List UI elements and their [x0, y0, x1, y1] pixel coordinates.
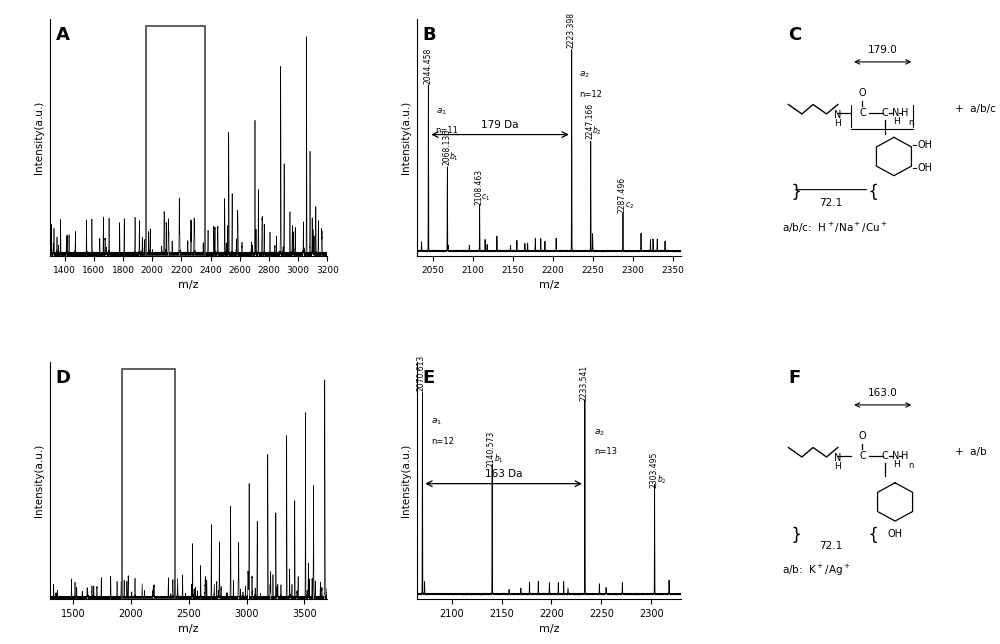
Text: O: O — [859, 431, 866, 441]
X-axis label: m/z: m/z — [539, 280, 559, 290]
Text: 2223.398: 2223.398 — [566, 12, 575, 48]
Bar — [146, 26, 205, 256]
Text: $b_1$: $b_1$ — [494, 453, 504, 466]
Text: n: n — [908, 460, 913, 469]
Text: $c_2$: $c_2$ — [625, 201, 634, 211]
Text: C: C — [788, 26, 802, 44]
Text: 72.1: 72.1 — [819, 541, 843, 551]
Text: 2287.496: 2287.496 — [618, 177, 627, 213]
Text: $b_2$: $b_2$ — [592, 124, 602, 137]
Text: 2247.166: 2247.166 — [585, 102, 594, 138]
Text: C: C — [882, 108, 888, 118]
Text: }: } — [864, 524, 875, 542]
Text: {: { — [788, 181, 798, 198]
Text: N: N — [892, 108, 900, 118]
Text: a/b:  K$^+$/Ag$^+$: a/b: K$^+$/Ag$^+$ — [782, 563, 850, 578]
Text: B: B — [422, 26, 436, 44]
Text: C: C — [859, 451, 866, 461]
Text: 72.1: 72.1 — [819, 198, 843, 208]
Text: D: D — [56, 370, 71, 388]
Text: H: H — [834, 462, 841, 471]
Text: n: n — [908, 118, 913, 127]
Text: n=13: n=13 — [594, 448, 617, 456]
Text: H: H — [893, 460, 900, 469]
Text: H: H — [893, 117, 900, 126]
Text: 2070.613: 2070.613 — [417, 354, 426, 391]
Y-axis label: Intensity(a.u.): Intensity(a.u.) — [401, 101, 411, 175]
Text: }: } — [864, 181, 875, 198]
Text: 179 Da: 179 Da — [481, 120, 519, 129]
Text: 2068.136: 2068.136 — [442, 129, 451, 165]
Text: 179.0: 179.0 — [868, 45, 898, 55]
Text: $c_1$: $c_1$ — [481, 193, 490, 204]
Text: $b_1$: $b_1$ — [449, 151, 459, 163]
Text: C: C — [859, 108, 866, 118]
Text: N: N — [892, 451, 900, 461]
Text: {: { — [788, 524, 798, 542]
Text: N: N — [834, 110, 841, 120]
Text: 2140.573: 2140.573 — [487, 431, 496, 468]
Text: OH: OH — [888, 529, 903, 539]
Text: a/b/c:  H$^+$/Na$^+$/Cu$^+$: a/b/c: H$^+$/Na$^+$/Cu$^+$ — [782, 220, 888, 234]
Text: n=12: n=12 — [579, 90, 602, 99]
Text: 163 Da: 163 Da — [485, 469, 522, 478]
Text: $a_2$: $a_2$ — [594, 427, 605, 437]
Text: H: H — [901, 451, 909, 461]
Text: C: C — [882, 451, 888, 461]
Text: 2044.458: 2044.458 — [423, 48, 432, 84]
Text: H: H — [901, 108, 909, 118]
Y-axis label: Intensity(a.u.): Intensity(a.u.) — [34, 444, 44, 517]
Y-axis label: Intensity(a.u.): Intensity(a.u.) — [34, 101, 44, 175]
Text: O: O — [859, 88, 866, 98]
X-axis label: m/z: m/z — [178, 624, 199, 634]
Text: $a_1$: $a_1$ — [431, 417, 442, 428]
Bar — [122, 369, 175, 599]
Text: F: F — [788, 370, 801, 388]
Text: 2108.463: 2108.463 — [474, 169, 483, 205]
Text: $b_2$: $b_2$ — [657, 473, 666, 486]
Text: A: A — [56, 26, 69, 44]
Text: n=12: n=12 — [431, 437, 454, 446]
Text: N: N — [834, 453, 841, 463]
Text: n=11: n=11 — [436, 126, 458, 135]
Text: $a_2$: $a_2$ — [579, 70, 590, 80]
Text: +  a/b: + a/b — [955, 447, 986, 457]
Text: 2233.541: 2233.541 — [579, 365, 588, 401]
Text: OH: OH — [918, 140, 933, 149]
Text: E: E — [422, 370, 434, 388]
Text: 163.0: 163.0 — [868, 388, 898, 398]
Y-axis label: Intensity(a.u.): Intensity(a.u.) — [401, 444, 411, 517]
X-axis label: m/z: m/z — [539, 624, 559, 634]
Text: $a_1$: $a_1$ — [436, 106, 447, 117]
Text: +  a/b/c: + a/b/c — [955, 104, 995, 114]
X-axis label: m/z: m/z — [178, 280, 199, 290]
Text: OH: OH — [918, 164, 933, 173]
Text: 2303.495: 2303.495 — [649, 451, 658, 488]
Text: H: H — [834, 119, 841, 128]
